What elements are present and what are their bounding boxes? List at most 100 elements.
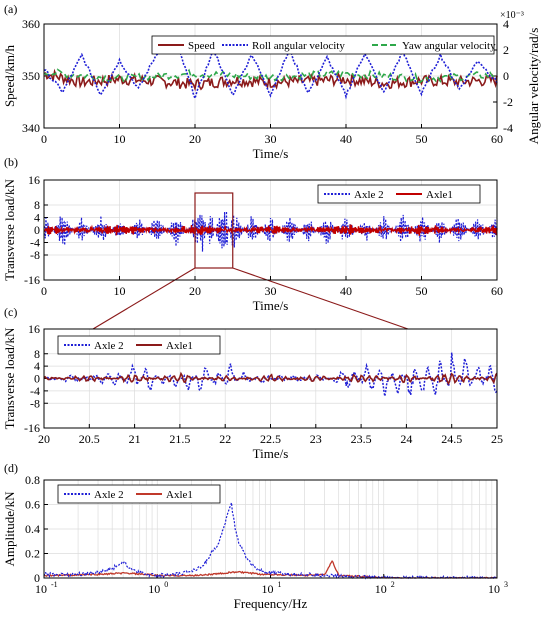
y-tick-label: -8 (30, 248, 40, 262)
series-line-axle-2 (43, 502, 497, 580)
x-tick-label: 30 (265, 132, 277, 146)
legend-label: Axle1 (166, 489, 193, 501)
panel-2: (b)0 10 20 30 40 50 60-16-8-404816Time/sTransv… (2, 155, 503, 313)
x-tick-label: 40 (340, 132, 352, 146)
series-line-axle1 (43, 371, 498, 386)
y2-tick-label: 4 (503, 17, 509, 31)
x-tick-label: 50 (416, 284, 428, 298)
zoom-connector-right (232, 267, 409, 330)
x-tick-label: 0 (41, 284, 47, 298)
x-tick-label: 60 (491, 284, 503, 298)
y-tick-label: -8 (30, 396, 40, 410)
y-tick-label: 16 (28, 322, 40, 336)
series-line-roll-angular-velocity (43, 40, 498, 101)
series-line-speed (43, 68, 498, 92)
x-tick-exponent: 3 (504, 580, 508, 589)
y2-axis-label: Angular velocity/rad/s (526, 28, 541, 145)
y2-tick-label: 0 (503, 69, 509, 83)
y-axis-label: Transverse load/kN (2, 179, 17, 281)
y-tick-label: 16 (28, 173, 40, 187)
panel-4: (d)10 -1 10 0 10 1 10 2 10 300.20.40.60.8Frequenc… (2, 461, 508, 611)
panel-tag: (d) (4, 461, 18, 475)
panel-tag: (c) (4, 305, 17, 319)
x-tick-label: 20 (189, 284, 201, 298)
x-tick-label: 23 (310, 432, 322, 446)
x-tick-label: 20.5 (79, 432, 100, 446)
legend-label: Axle 2 (94, 489, 124, 501)
series-line-axle-2 (43, 211, 498, 252)
x-tick-label: 10 (262, 582, 274, 596)
y2-tick-label: -4 (503, 121, 513, 135)
y-tick-label: 0 (34, 571, 40, 585)
panel-3: (c) 20 20.5 21 21.5 22 22.5 23 23.5 24 24.5 25 -16 -8… (2, 305, 503, 461)
y-tick-label: 0 (34, 372, 40, 386)
panel-tag: (b) (4, 155, 18, 169)
y-tick-label: 4 (34, 211, 40, 225)
legend-label: Axle1 (426, 189, 453, 201)
y-tick-label: 0.6 (25, 498, 40, 512)
zoom-window-box (194, 192, 234, 269)
legend-label: Axle1 (166, 340, 193, 352)
legend-label: Axle 2 (94, 340, 124, 352)
legend-box (151, 35, 495, 55)
x-tick-label: 10 (35, 582, 47, 596)
y-axis-label: Amplitude/kN (2, 491, 17, 567)
legend-label: Yaw angular velocity (402, 40, 496, 52)
x-axis-label: Time/s (253, 446, 289, 461)
x-tick-label: 22 (219, 432, 231, 446)
y-tick-label: 0.8 (25, 473, 40, 487)
y-tick-label: 8 (34, 347, 40, 361)
x-tick-label: 25 (491, 432, 503, 446)
y-tick-label: 0.2 (25, 547, 40, 561)
x-tick-label: 10 (114, 132, 126, 146)
x-tick-label: 10 (488, 582, 500, 596)
x-axis-label: Frequency/Hz (234, 596, 308, 611)
y-tick-label: -4 (30, 384, 40, 398)
y-tick-label: 340 (22, 121, 40, 135)
x-tick-label: 60 (491, 132, 503, 146)
y-tick-label: 350 (22, 69, 40, 83)
series-line-axle-2 (43, 352, 498, 397)
y-tick-label: 0.4 (25, 522, 40, 536)
x-tick-label: 21.5 (169, 432, 190, 446)
y-tick-label: -4 (30, 236, 40, 250)
x-tick-label: 50 (416, 132, 428, 146)
x-tick-label: 24 (400, 432, 412, 446)
x-tick-exponent: 0 (164, 580, 168, 589)
zoom-connector-left (92, 267, 196, 330)
legend-label: Roll angular velocity (252, 40, 345, 52)
y-tick-label: 0 (34, 223, 40, 237)
x-tick-label: 0 (41, 132, 47, 146)
series-line-axle1 (43, 224, 498, 236)
panel-tag: (a) (4, 2, 17, 16)
legend-label: Axle 2 (354, 189, 384, 201)
series-line-yaw-angular-velocity (43, 68, 498, 84)
y2-tick-label: -2 (503, 95, 513, 109)
x-tick-exponent: 2 (391, 580, 395, 589)
y-tick-label: 8 (34, 198, 40, 212)
x-axis-label: Time/s (253, 146, 289, 161)
plot-frame-1 (43, 23, 498, 129)
x-tick-label: 20 (38, 432, 50, 446)
x-tick-label: 30 (265, 284, 277, 298)
legend-label: Speed (188, 40, 215, 52)
x-tick-label: 10 (375, 582, 387, 596)
y-tick-label: -16 (24, 273, 40, 287)
x-tick-label: 21 (129, 432, 141, 446)
y2-exponent: ×10⁻³ (500, 10, 524, 21)
x-tick-label: 23.5 (351, 432, 372, 446)
plot-frame-4 (43, 479, 498, 579)
y-axis-label: Speed/km/h (2, 44, 17, 107)
x-axis-label: Time/s (253, 298, 289, 313)
panel-1: (a)0 10 20 30 40 50 60340350360Time/sSpeed/km/… (2, 2, 541, 161)
y-axis-label: Transverse load/kN (2, 327, 17, 429)
plot-frame-3 (43, 328, 498, 429)
y-tick-label: 4 (34, 359, 40, 373)
x-tick-label: 10 (114, 284, 126, 298)
y-tick-label: 360 (22, 17, 40, 31)
x-tick-exponent: 1 (278, 580, 282, 589)
plot-frame-2 (43, 179, 498, 281)
x-tick-label: 22.5 (260, 432, 281, 446)
x-tick-label: 40 (340, 284, 352, 298)
x-tick-exponent: -1 (51, 580, 58, 589)
